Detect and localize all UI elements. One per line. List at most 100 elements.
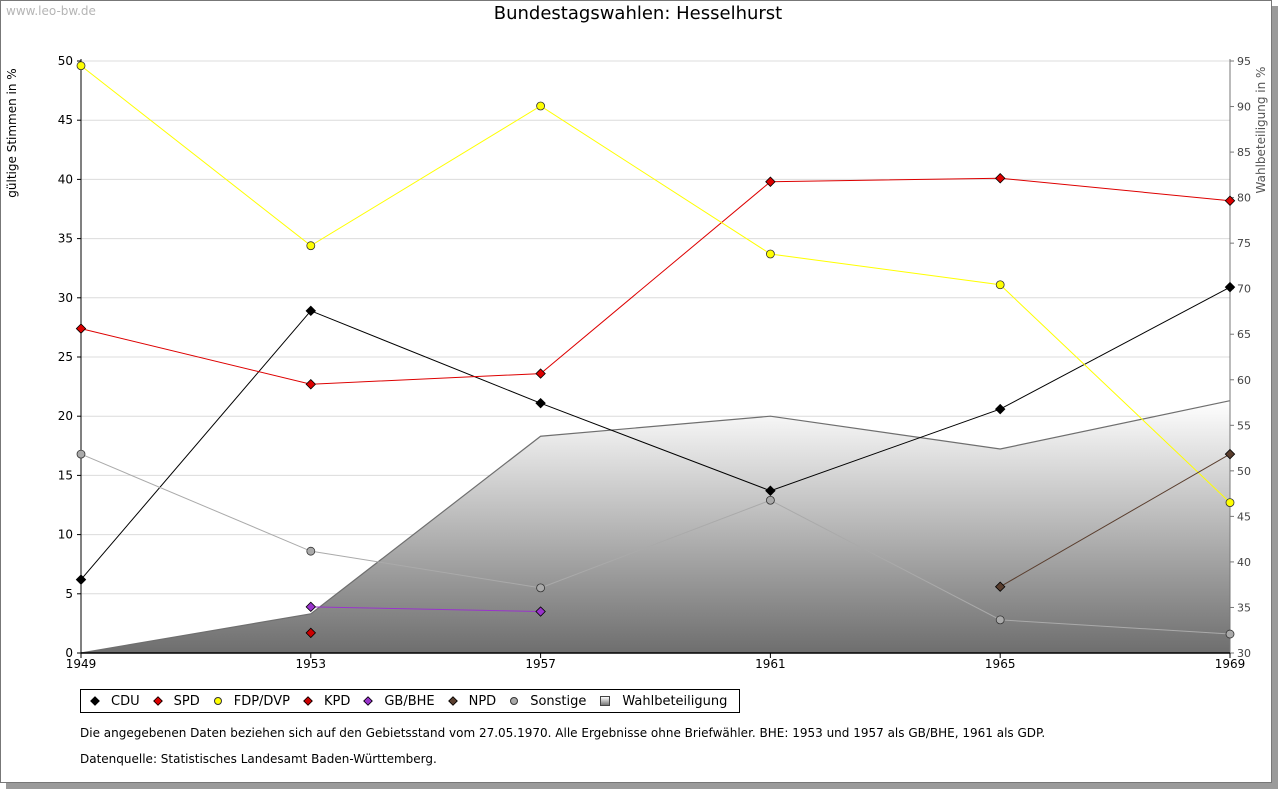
legend-item-npd: NPD: [447, 693, 497, 709]
series-line-cdu: [80, 286, 1231, 580]
y2-tick-label: 65: [1237, 328, 1251, 341]
data-point-npd: [1224, 448, 1236, 460]
legend-marker-cdu: [90, 696, 100, 706]
legend-marker-kpd: [303, 696, 313, 706]
legend-label-spd: SPD: [173, 693, 200, 709]
y2-tick-label: 70: [1237, 283, 1251, 296]
y2-tick-label: 75: [1237, 237, 1251, 250]
data-point-npd: [994, 581, 1006, 592]
data-point-fdp-dvp: [536, 101, 545, 111]
y2-axis-label: Wahlbeteiligung in %: [1254, 67, 1268, 194]
y2-tick-label: 85: [1237, 146, 1251, 159]
y2-tick-label: 90: [1237, 101, 1251, 114]
legend-item-wahlbeteiligung: Wahlbeteiligung: [600, 694, 727, 709]
axes: 0 5 10 15 20 25 30 35 40 45 50 30 35 40 45 50 55 60 65 70 75…: [58, 54, 1251, 671]
watermark: www.leo-bw.de: [6, 4, 96, 18]
y-tick-label: 40: [58, 172, 73, 186]
footnote: Die angegebenen Daten beziehen sich auf …: [80, 726, 1046, 740]
y-tick-label: 30: [58, 291, 73, 305]
y2-tick-label: 55: [1237, 419, 1251, 432]
y-tick-label: 45: [58, 113, 73, 127]
data-point-fdp-dvp: [766, 249, 775, 259]
series-layer: [75, 61, 1236, 639]
data-point-spd: [535, 368, 546, 379]
data-point-fdp-dvp: [76, 61, 86, 71]
y-tick-label: 15: [58, 468, 73, 482]
y2-tick-label: 80: [1237, 192, 1251, 205]
legend-marker-fdp-dvp: [213, 697, 222, 705]
legend-marker-gb-bhe: [363, 696, 374, 706]
y2-tick-label: 45: [1237, 510, 1251, 523]
y-tick-label: 0: [65, 646, 73, 660]
data-point-cdu: [765, 485, 776, 497]
legend-item-fdp-dvp: FDP/DVP: [213, 693, 290, 709]
legend-item-cdu: CDU: [90, 693, 140, 709]
data-point-cdu: [305, 305, 317, 317]
chart-svg: 0 5 10 15 20 25 30 35 40 45 50 30 35 40 45 50 55 60 65 70 75…: [5, 54, 1268, 671]
data-point-gb-bhe: [535, 606, 546, 617]
legend-marker-sonstige: [510, 697, 519, 705]
legend-label-gb-bhe: GB/BHE: [384, 693, 435, 709]
data-point-sonstige: [306, 546, 316, 556]
data-point-fdp-dvp: [306, 241, 316, 251]
data-point-fdp-dvp: [995, 280, 1005, 290]
data-point-fdp-dvp: [1225, 498, 1235, 508]
data-point-cdu: [1224, 281, 1236, 293]
data-point-sonstige: [1225, 629, 1235, 639]
series-line-gb-bhe: [310, 606, 541, 613]
y-tick-label: 35: [58, 232, 73, 246]
x-tick-label: 1961: [755, 657, 786, 671]
y2-tick-label: 30: [1237, 647, 1251, 660]
legend-item-spd: SPD: [152, 693, 200, 709]
data-point-cdu: [535, 397, 546, 409]
legend-label-fdp-dvp: FDP/DVP: [233, 693, 290, 709]
y2-tick-label: 35: [1237, 601, 1251, 614]
legend-marker-wahlbeteiligung: [600, 696, 611, 706]
chart-title: Bundestagswahlen: Hesselhurst: [493, 3, 783, 24]
data-point-cdu: [994, 403, 1006, 415]
x-tick-label: 1969: [1215, 657, 1246, 671]
y-tick-label: 50: [58, 54, 73, 68]
legend-item-gb-bhe: GB/BHE: [363, 693, 435, 709]
y2-tick-label: 50: [1237, 465, 1251, 478]
data-point-cdu: [75, 574, 87, 585]
legend-label-kpd: KPD: [323, 693, 351, 709]
x-tick-label: 1949: [66, 657, 97, 671]
y-axis-label: gültige Stimmen in %: [5, 68, 19, 197]
data-point-spd: [994, 172, 1006, 184]
y-tick-label: 5: [65, 587, 73, 601]
data-point-sonstige: [995, 615, 1005, 625]
data-point-spd: [1224, 195, 1236, 206]
data-source: Datenquelle: Statistisches Landesamt Bad…: [80, 752, 437, 766]
y-tick-label: 10: [58, 528, 73, 542]
series-line-fdp-dvp: [80, 65, 1231, 503]
y-tick-label: 25: [58, 350, 73, 364]
data-point-kpd: [305, 627, 317, 639]
series-line-sonstige: [80, 453, 1231, 635]
y2-tick-label: 95: [1237, 55, 1251, 68]
legend-marker-spd: [152, 696, 163, 706]
y2-tick-label: 60: [1237, 374, 1251, 387]
legend-marker-npd: [447, 696, 458, 706]
y2-tick-label: 40: [1237, 556, 1251, 569]
legend-label-wahlbeteiligung: Wahlbeteiligung: [622, 693, 728, 709]
series-line-spd: [80, 177, 1231, 385]
legend-item-sonstige: Sonstige: [510, 694, 586, 709]
data-point-spd: [75, 323, 87, 334]
x-tick-label: 1965: [985, 657, 1016, 671]
series-line-npd: [999, 453, 1231, 588]
legend: CDU SPD FDP/DVP KPD GB/BHE NPD Sonstige Wahlbet…: [80, 689, 741, 713]
y-tick-label: 20: [58, 409, 73, 423]
legend-label-npd: NPD: [468, 693, 497, 709]
data-point-sonstige: [76, 449, 86, 459]
data-point-sonstige: [536, 583, 545, 593]
x-tick-label: 1957: [525, 657, 556, 671]
data-point-spd: [765, 176, 776, 188]
legend-label-sonstige: Sonstige: [530, 693, 587, 709]
turnout-line: [80, 400, 1231, 654]
x-tick-label: 1953: [296, 657, 327, 671]
legend-label-cdu: CDU: [111, 693, 140, 709]
data-point-gb-bhe: [305, 601, 317, 613]
legend-item-kpd: KPD: [303, 693, 351, 709]
data-point-spd: [305, 378, 317, 390]
